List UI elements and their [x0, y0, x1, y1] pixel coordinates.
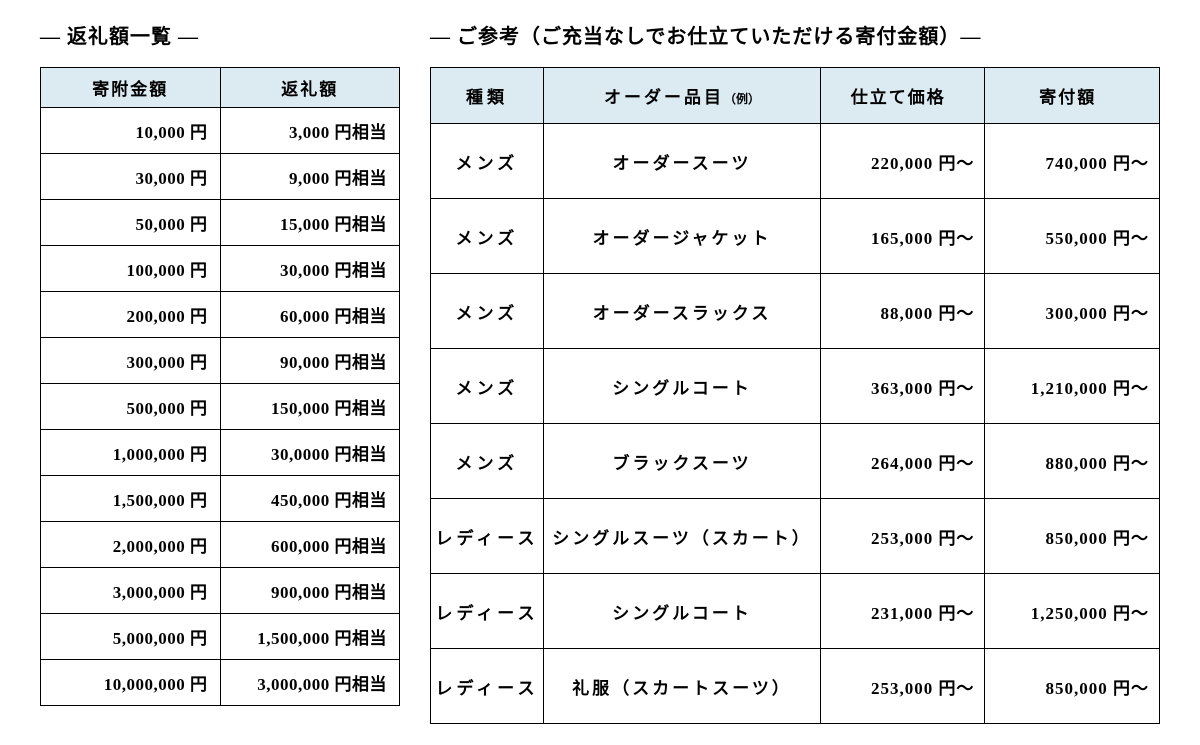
cell-amount: 500,000 円	[41, 384, 221, 430]
cell-reward: 3,000,000 円相当	[220, 660, 400, 706]
right-table: 種類 オーダー品目（例） 仕立て価格 寄付額 メンズ オーダースーツ 220,0…	[430, 67, 1160, 724]
left-col-header-reward: 返礼額	[220, 68, 400, 108]
cell-price: 165,000 円〜	[821, 199, 985, 274]
cell-reward: 600,000 円相当	[220, 522, 400, 568]
cell-reward: 60,000 円相当	[220, 292, 400, 338]
right-column: ― ご参考（ご充当なしでお仕立ていただける寄付金額）― 種類 オーダー品目（例）…	[430, 20, 1160, 745]
left-col-header-amount: 寄附金額	[41, 68, 221, 108]
right-col-header-type: 種類	[431, 68, 544, 124]
table-row: 500,000 円150,000 円相当	[41, 384, 400, 430]
cell-amount: 200,000 円	[41, 292, 221, 338]
table-row: 100,000 円30,000 円相当	[41, 246, 400, 292]
cell-amount: 1,000,000 円	[41, 430, 221, 476]
right-col-header-price: 仕立て価格	[821, 68, 985, 124]
right-col-header-item-sub: （例）	[724, 92, 760, 106]
cell-reward: 30,000 円相当	[220, 246, 400, 292]
table-row: 2,000,000 円600,000 円相当	[41, 522, 400, 568]
cell-type: レディース	[431, 574, 544, 649]
cell-reward: 15,000 円相当	[220, 200, 400, 246]
cell-reward: 30,0000 円相当	[220, 430, 400, 476]
table-row: 50,000 円15,000 円相当	[41, 200, 400, 246]
cell-item: オーダージャケット	[543, 199, 820, 274]
cell-reward: 450,000 円相当	[220, 476, 400, 522]
cell-reward: 1,500,000 円相当	[220, 614, 400, 660]
cell-item: シングルコート	[543, 574, 820, 649]
right-table-body: メンズ オーダースーツ 220,000 円〜 740,000 円〜 メンズ オー…	[431, 124, 1160, 724]
cell-amount: 3,000,000 円	[41, 568, 221, 614]
cell-reward: 150,000 円相当	[220, 384, 400, 430]
cell-item: オーダースーツ	[543, 124, 820, 199]
right-col-header-item: オーダー品目（例）	[543, 68, 820, 124]
table-row: 300,000 円90,000 円相当	[41, 338, 400, 384]
cell-donation: 850,000 円〜	[985, 649, 1160, 724]
page: ― 返礼額一覧 ― 寄附金額 返礼額 10,000 円3,000 円相当 30,…	[0, 0, 1200, 745]
cell-donation: 300,000 円〜	[985, 274, 1160, 349]
cell-amount: 100,000 円	[41, 246, 221, 292]
cell-item: オーダースラックス	[543, 274, 820, 349]
cell-amount: 5,000,000 円	[41, 614, 221, 660]
table-row: レディース 礼服（スカートスーツ） 253,000 円〜 850,000 円〜	[431, 649, 1160, 724]
cell-donation: 1,250,000 円〜	[985, 574, 1160, 649]
cell-type: メンズ	[431, 124, 544, 199]
right-table-title: ― ご参考（ご充当なしでお仕立ていただける寄付金額）―	[430, 20, 1160, 49]
cell-amount: 30,000 円	[41, 154, 221, 200]
left-table-body: 10,000 円3,000 円相当 30,000 円9,000 円相当 50,0…	[41, 108, 400, 706]
cell-type: レディース	[431, 499, 544, 574]
left-table: 寄附金額 返礼額 10,000 円3,000 円相当 30,000 円9,000…	[40, 67, 400, 706]
cell-price: 88,000 円〜	[821, 274, 985, 349]
table-row: 1,500,000 円450,000 円相当	[41, 476, 400, 522]
cell-donation: 740,000 円〜	[985, 124, 1160, 199]
right-col-header-donation: 寄付額	[985, 68, 1160, 124]
cell-amount: 50,000 円	[41, 200, 221, 246]
cell-item: 礼服（スカートスーツ）	[543, 649, 820, 724]
cell-amount: 10,000 円	[41, 108, 221, 154]
cell-item: シングルコート	[543, 349, 820, 424]
cell-price: 253,000 円〜	[821, 499, 985, 574]
left-table-header-row: 寄附金額 返礼額	[41, 68, 400, 108]
cell-item: シングルスーツ（スカート）	[543, 499, 820, 574]
table-row: メンズ ブラックスーツ 264,000 円〜 880,000 円〜	[431, 424, 1160, 499]
table-row: メンズ シングルコート 363,000 円〜 1,210,000 円〜	[431, 349, 1160, 424]
table-row: メンズ オーダースーツ 220,000 円〜 740,000 円〜	[431, 124, 1160, 199]
table-row: 3,000,000 円900,000 円相当	[41, 568, 400, 614]
cell-reward: 90,000 円相当	[220, 338, 400, 384]
cell-price: 253,000 円〜	[821, 649, 985, 724]
cell-type: メンズ	[431, 199, 544, 274]
table-row: 200,000 円60,000 円相当	[41, 292, 400, 338]
cell-reward: 3,000 円相当	[220, 108, 400, 154]
cell-type: メンズ	[431, 424, 544, 499]
table-row: メンズ オーダージャケット 165,000 円〜 550,000 円〜	[431, 199, 1160, 274]
table-row: 5,000,000 円1,500,000 円相当	[41, 614, 400, 660]
cell-type: メンズ	[431, 349, 544, 424]
table-row: 1,000,000 円30,0000 円相当	[41, 430, 400, 476]
left-table-title: ― 返礼額一覧 ―	[40, 20, 400, 49]
cell-type: レディース	[431, 649, 544, 724]
cell-price: 264,000 円〜	[821, 424, 985, 499]
cell-amount: 10,000,000 円	[41, 660, 221, 706]
right-table-header-row: 種類 オーダー品目（例） 仕立て価格 寄付額	[431, 68, 1160, 124]
cell-price: 363,000 円〜	[821, 349, 985, 424]
cell-reward: 9,000 円相当	[220, 154, 400, 200]
cell-reward: 900,000 円相当	[220, 568, 400, 614]
cell-amount: 2,000,000 円	[41, 522, 221, 568]
left-column: ― 返礼額一覧 ― 寄附金額 返礼額 10,000 円3,000 円相当 30,…	[40, 20, 400, 745]
cell-item: ブラックスーツ	[543, 424, 820, 499]
cell-amount: 300,000 円	[41, 338, 221, 384]
cell-donation: 850,000 円〜	[985, 499, 1160, 574]
table-row: レディース シングルスーツ（スカート） 253,000 円〜 850,000 円…	[431, 499, 1160, 574]
table-row: 10,000,000 円3,000,000 円相当	[41, 660, 400, 706]
right-col-header-item-main: オーダー品目	[604, 88, 724, 107]
cell-amount: 1,500,000 円	[41, 476, 221, 522]
cell-price: 220,000 円〜	[821, 124, 985, 199]
table-row: レディース シングルコート 231,000 円〜 1,250,000 円〜	[431, 574, 1160, 649]
cell-donation: 880,000 円〜	[985, 424, 1160, 499]
cell-donation: 1,210,000 円〜	[985, 349, 1160, 424]
cell-donation: 550,000 円〜	[985, 199, 1160, 274]
cell-price: 231,000 円〜	[821, 574, 985, 649]
cell-type: メンズ	[431, 274, 544, 349]
table-row: メンズ オーダースラックス 88,000 円〜 300,000 円〜	[431, 274, 1160, 349]
table-row: 10,000 円3,000 円相当	[41, 108, 400, 154]
table-row: 30,000 円9,000 円相当	[41, 154, 400, 200]
